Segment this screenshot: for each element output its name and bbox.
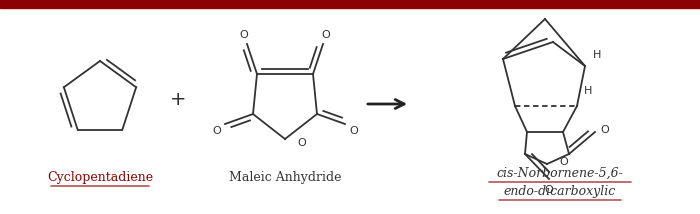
Text: endo-dicarboxylic: endo-dicarboxylic bbox=[504, 185, 616, 198]
Text: H: H bbox=[593, 50, 601, 60]
Text: O: O bbox=[545, 185, 554, 195]
Text: O: O bbox=[600, 125, 609, 135]
Bar bbox=[0, 0, 700, 8]
Text: O: O bbox=[212, 126, 221, 136]
Text: O: O bbox=[297, 138, 306, 148]
Text: H: H bbox=[584, 86, 592, 96]
Text: Cyclopentadiene: Cyclopentadiene bbox=[47, 171, 153, 184]
Text: Maleic Anhydride: Maleic Anhydride bbox=[229, 171, 342, 184]
Text: O: O bbox=[349, 126, 358, 136]
Text: cis-Norbornene-5,6-: cis-Norbornene-5,6- bbox=[496, 167, 624, 180]
Text: +: + bbox=[169, 89, 186, 108]
Text: O: O bbox=[239, 30, 248, 40]
Text: O: O bbox=[559, 157, 568, 167]
Text: O: O bbox=[321, 30, 330, 40]
